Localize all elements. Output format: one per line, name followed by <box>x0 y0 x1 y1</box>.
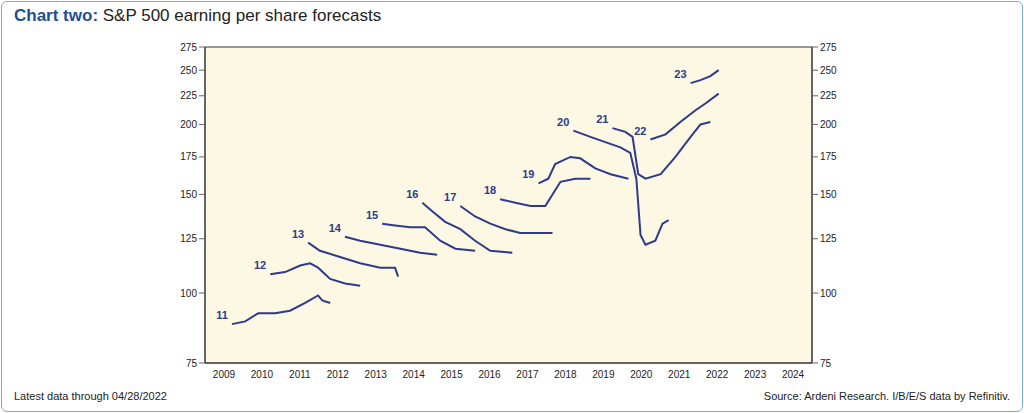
svg-text:225: 225 <box>180 90 197 101</box>
svg-text:2011: 2011 <box>289 369 311 380</box>
html-text:Latest data through 04/28/2022: Latest data through 04/28/2022 <box>14 390 167 402</box>
svg-text:275: 275 <box>820 42 837 53</box>
svg-text:2012: 2012 <box>327 369 350 380</box>
svg-text:75: 75 <box>186 358 198 369</box>
svg-text:2024: 2024 <box>782 369 805 380</box>
svg-text:150: 150 <box>820 189 837 200</box>
svg-text:225: 225 <box>820 90 837 101</box>
svg-text:11: 11 <box>216 309 228 321</box>
svg-text:20: 20 <box>557 116 569 128</box>
svg-text:2021: 2021 <box>668 369 691 380</box>
svg-text:2013: 2013 <box>365 369 388 380</box>
svg-text:250: 250 <box>180 65 197 76</box>
svg-text:175: 175 <box>820 151 837 162</box>
svg-text:2017: 2017 <box>516 369 539 380</box>
svg-text:22: 22 <box>634 125 646 137</box>
svg-text:2010: 2010 <box>251 369 274 380</box>
html-text:Source: Ardeni Research. I/B/E: Source: Ardeni Research. I/B/E/S data by… <box>763 390 1010 402</box>
svg-text:2014: 2014 <box>403 369 426 380</box>
svg-text:18: 18 <box>484 184 496 196</box>
svg-text:15: 15 <box>366 209 378 221</box>
svg-text:150: 150 <box>180 189 197 200</box>
svg-text:100: 100 <box>180 288 197 299</box>
svg-text:275: 275 <box>180 42 197 53</box>
svg-text:200: 200 <box>820 119 837 130</box>
svg-text:2023: 2023 <box>744 369 767 380</box>
svg-text:12: 12 <box>254 259 266 271</box>
svg-text:2022: 2022 <box>706 369 729 380</box>
html-text:Chart two: S&P 500 earning per: Chart two: S&P 500 earning per share for… <box>14 6 382 25</box>
svg-text:16: 16 <box>406 188 418 200</box>
svg-text:250: 250 <box>820 65 837 76</box>
svg-text:14: 14 <box>329 222 342 234</box>
svg-text:125: 125 <box>180 233 197 244</box>
svg-text:2020: 2020 <box>630 369 653 380</box>
svg-text:200: 200 <box>180 119 197 130</box>
svg-text:175: 175 <box>180 151 197 162</box>
svg-text:19: 19 <box>522 168 534 180</box>
svg-text:2019: 2019 <box>592 369 615 380</box>
svg-text:17: 17 <box>444 191 456 203</box>
svg-text:2016: 2016 <box>478 369 501 380</box>
svg-text:100: 100 <box>820 288 837 299</box>
svg-text:2018: 2018 <box>554 369 577 380</box>
svg-text:13: 13 <box>292 228 304 240</box>
svg-text:23: 23 <box>674 68 686 80</box>
svg-text:125: 125 <box>820 233 837 244</box>
svg-text:2015: 2015 <box>440 369 463 380</box>
svg-text:21: 21 <box>596 113 608 125</box>
svg-text:75: 75 <box>820 358 832 369</box>
svg-text:2009: 2009 <box>213 369 236 380</box>
